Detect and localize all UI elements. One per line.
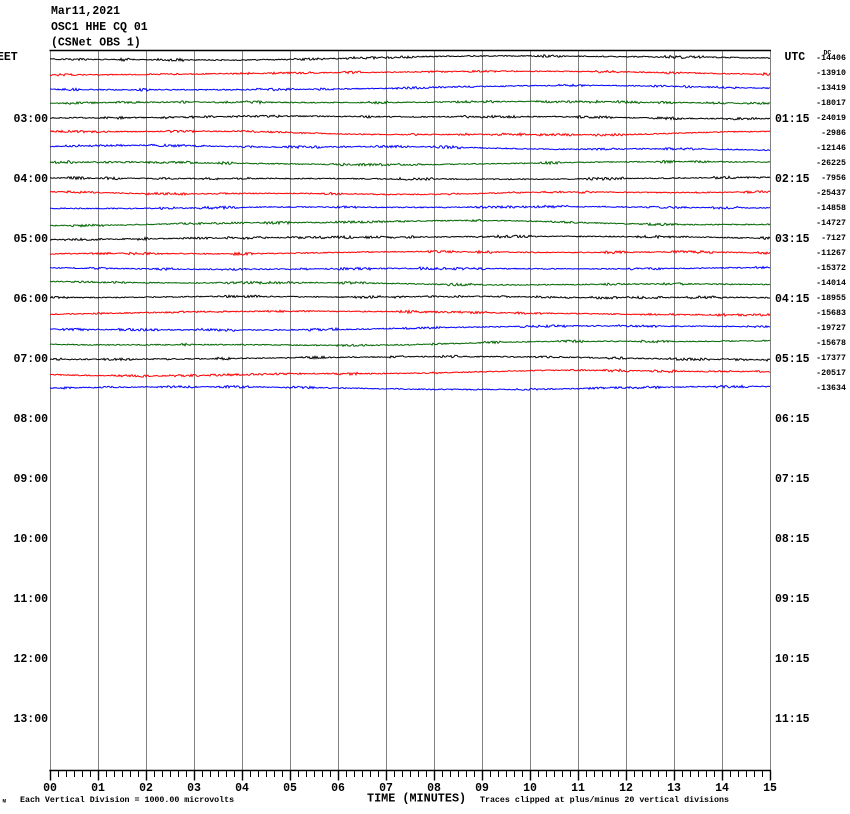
svg-text:-26225: -26225 <box>816 159 846 168</box>
svg-text:DC: DC <box>824 50 832 57</box>
svg-text:OSC1 HHE CQ 01: OSC1 HHE CQ 01 <box>51 21 148 34</box>
svg-text:10:00: 10:00 <box>13 533 48 546</box>
svg-text:-18017: -18017 <box>816 99 846 108</box>
svg-text:UTC: UTC <box>785 51 806 64</box>
svg-text:03:15: 03:15 <box>775 233 810 246</box>
svg-text:Each Vertical Division = 1000.: Each Vertical Division = 1000.00 microvo… <box>20 795 234 805</box>
svg-text:06: 06 <box>331 782 345 795</box>
svg-text:-19727: -19727 <box>816 324 846 333</box>
svg-text:-13634: -13634 <box>816 384 846 393</box>
svg-text:-14406: -14406 <box>816 54 846 63</box>
svg-text:15: 15 <box>763 782 777 795</box>
svg-text:EET: EET <box>0 51 18 64</box>
svg-text:11:15: 11:15 <box>775 713 810 726</box>
svg-text:07: 07 <box>379 782 393 795</box>
svg-text:-25437: -25437 <box>816 189 846 198</box>
svg-text:-13419: -13419 <box>816 84 846 93</box>
svg-text:Traces clipped at plus/minus 2: Traces clipped at plus/minus 20 vertical… <box>480 795 729 805</box>
svg-text:14: 14 <box>715 782 729 795</box>
svg-text:03:00: 03:00 <box>13 113 48 126</box>
svg-text:08:15: 08:15 <box>775 533 810 546</box>
svg-text:09: 09 <box>475 782 489 795</box>
svg-text:09:15: 09:15 <box>775 593 810 606</box>
svg-text:06:15: 06:15 <box>775 413 810 426</box>
svg-text:11:00: 11:00 <box>13 593 48 606</box>
svg-text:01:15: 01:15 <box>775 113 810 126</box>
svg-text:TIME (MINUTES): TIME (MINUTES) <box>367 792 466 806</box>
svg-text:-17377: -17377 <box>816 354 846 363</box>
svg-text:09:00: 09:00 <box>13 473 48 486</box>
svg-text:(CSNet OBS 1): (CSNet OBS 1) <box>51 37 141 50</box>
svg-text:-7127: -7127 <box>821 234 846 243</box>
svg-text:м: м <box>3 798 7 805</box>
svg-text:-18955: -18955 <box>816 294 846 303</box>
svg-text:13: 13 <box>667 782 681 795</box>
svg-text:08:00: 08:00 <box>13 413 48 426</box>
svg-text:00: 00 <box>43 782 57 795</box>
svg-text:03: 03 <box>187 782 201 795</box>
svg-text:-24019: -24019 <box>816 114 846 123</box>
svg-text:12:00: 12:00 <box>13 653 48 666</box>
svg-text:05: 05 <box>283 782 297 795</box>
svg-text:-14014: -14014 <box>816 279 846 288</box>
svg-text:04:15: 04:15 <box>775 293 810 306</box>
svg-text:11: 11 <box>571 782 585 795</box>
svg-text:-14727: -14727 <box>816 219 846 228</box>
svg-text:-20517: -20517 <box>816 369 846 378</box>
svg-text:-2986: -2986 <box>821 129 846 138</box>
svg-text:-13910: -13910 <box>816 69 846 78</box>
svg-text:-14858: -14858 <box>816 204 846 213</box>
svg-text:02:15: 02:15 <box>775 173 810 186</box>
svg-text:08: 08 <box>427 782 441 795</box>
svg-text:05:00: 05:00 <box>13 233 48 246</box>
svg-text:10:15: 10:15 <box>775 653 810 666</box>
svg-text:12: 12 <box>619 782 633 795</box>
svg-text:01: 01 <box>91 782 105 795</box>
svg-text:06:00: 06:00 <box>13 293 48 306</box>
svg-text:-15678: -15678 <box>816 339 846 348</box>
svg-text:10: 10 <box>523 782 537 795</box>
svg-text:-12146: -12146 <box>816 144 846 153</box>
svg-text:-15683: -15683 <box>816 309 846 318</box>
svg-text:13:00: 13:00 <box>13 713 48 726</box>
svg-text:02: 02 <box>139 782 153 795</box>
svg-text:-11267: -11267 <box>816 249 846 258</box>
svg-text:07:00: 07:00 <box>13 353 48 366</box>
svg-text:07:15: 07:15 <box>775 473 810 486</box>
svg-text:04:00: 04:00 <box>13 173 48 186</box>
svg-text:05:15: 05:15 <box>775 353 810 366</box>
svg-text:04: 04 <box>235 782 249 795</box>
svg-text:-7956: -7956 <box>821 174 846 183</box>
svg-text:-15372: -15372 <box>816 264 846 273</box>
svg-text:Mar11,2021: Mar11,2021 <box>51 5 120 18</box>
